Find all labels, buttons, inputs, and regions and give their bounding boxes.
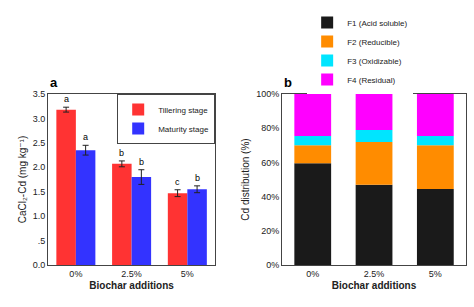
svg-text:1.5: 1.5: [33, 187, 46, 197]
svg-text:b: b: [139, 157, 144, 167]
svg-text:0.0: 0.0: [33, 260, 46, 270]
svg-text:60%: 60%: [261, 158, 279, 168]
svg-text:1.0: 1.0: [33, 211, 46, 221]
svg-text:c: c: [175, 177, 180, 187]
svg-text:b: b: [119, 148, 124, 158]
svg-text:Cd distribution (%): Cd distribution (%): [240, 138, 251, 220]
svg-text:.5: .5: [38, 236, 46, 246]
svg-text:40%: 40%: [261, 192, 279, 202]
svg-text:Biochar additions: Biochar additions: [89, 280, 174, 291]
svg-text:F2 (Reducible): F2 (Reducible): [347, 38, 400, 47]
svg-text:2.5%: 2.5%: [364, 269, 385, 279]
svg-text:CaCl₂-Cd (mg kg⁻¹): CaCl₂-Cd (mg kg⁻¹): [17, 136, 28, 224]
svg-text:0%: 0%: [69, 269, 82, 279]
svg-text:5%: 5%: [181, 269, 194, 279]
svg-text:F4 (Residual): F4 (Residual): [347, 76, 395, 85]
svg-text:3.5: 3.5: [33, 89, 46, 99]
svg-text:0%: 0%: [306, 269, 319, 279]
svg-text:F1 (Acid soluble): F1 (Acid soluble): [347, 19, 407, 28]
svg-text:20%: 20%: [261, 226, 279, 236]
svg-text:2.0: 2.0: [33, 162, 46, 172]
svg-text:5%: 5%: [429, 269, 442, 279]
svg-text:Biochar additions: Biochar additions: [332, 280, 417, 291]
svg-text:2.5%: 2.5%: [121, 269, 142, 279]
svg-text:a: a: [64, 94, 69, 104]
svg-text:F3 (Oxidizable): F3 (Oxidizable): [347, 57, 402, 66]
svg-text:Maturity stage: Maturity stage: [158, 125, 209, 134]
svg-text:2.5: 2.5: [33, 138, 46, 148]
svg-text:b: b: [284, 75, 292, 90]
svg-text:100%: 100%: [256, 89, 279, 99]
svg-text:Tillering stage: Tillering stage: [158, 106, 208, 115]
svg-text:0%: 0%: [266, 260, 279, 270]
svg-text:b: b: [195, 173, 200, 183]
svg-text:a: a: [50, 75, 58, 90]
svg-text:80%: 80%: [261, 123, 279, 133]
svg-text:3.0: 3.0: [33, 114, 46, 124]
svg-text:a: a: [83, 132, 88, 142]
